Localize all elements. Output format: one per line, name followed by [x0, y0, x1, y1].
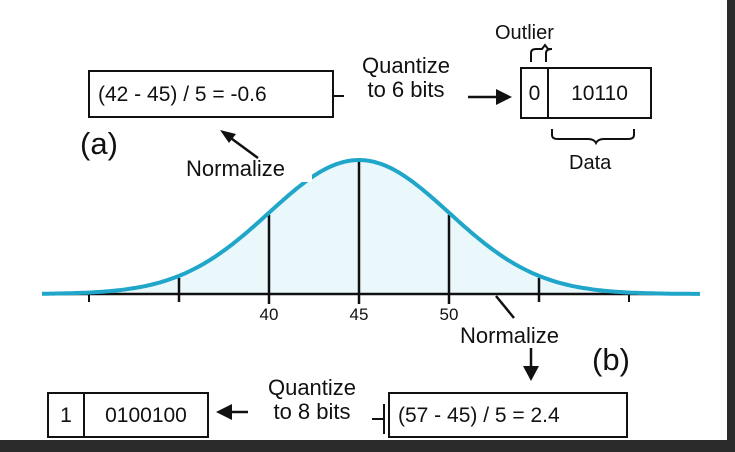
- quantize-b-label: Quantize to 8 bits: [250, 375, 374, 425]
- expression-a-box: (42 - 45) / 5 = -0.6: [88, 70, 334, 118]
- quantize-b-arrow: [216, 404, 248, 420]
- window-frame-right: [727, 0, 735, 452]
- normalize-b-arrow: [523, 348, 539, 381]
- normalize-a-label-backdrop: [182, 156, 312, 182]
- quantize-a-arrow: [468, 89, 512, 105]
- data-bits-b-cell: 0100100: [85, 394, 207, 436]
- x-tick-label: 40: [259, 305, 279, 324]
- example-a-label: (a): [80, 126, 118, 161]
- data-brace: [551, 129, 635, 146]
- quantized-b-box: 1 0100100: [47, 392, 209, 438]
- window-frame-bottom: [0, 440, 735, 452]
- expression-a-text: (42 - 45) / 5 = -0.6: [98, 82, 267, 106]
- quantize-a-line2: to 6 bits: [367, 77, 445, 103]
- data-bits-b: 0100100: [105, 403, 187, 427]
- x-tick-label: 45: [349, 305, 369, 324]
- distribution-area-fill: [42, 160, 700, 294]
- sigma-lines: [177, 162, 541, 304]
- example-b-label: (b): [592, 342, 630, 377]
- quantize-b-line1: Quantize: [267, 375, 357, 400]
- expression-b-text: (57 - 45) / 5 = 2.4: [398, 403, 560, 427]
- outlier-bit-a-cell: 0: [522, 69, 549, 117]
- quantize-a-line1: Quantize: [361, 53, 451, 78]
- outlier-bit-b: 1: [60, 403, 72, 427]
- bell-curve: [42, 158, 700, 296]
- outlier-brace: [530, 43, 553, 62]
- connector-b-line: [372, 404, 385, 434]
- normalize-a-arrow: [220, 130, 259, 160]
- data-bits-a: 10110: [571, 81, 628, 105]
- quantize-a-label: Quantize to 6 bits: [344, 53, 468, 103]
- normalize-a-label: Normalize: [186, 156, 286, 181]
- normalize-b-label: Normalize: [460, 323, 560, 348]
- data-bits-a-cell: 10110: [549, 69, 650, 117]
- normalize-b-line: [495, 295, 515, 319]
- expression-b-box: (57 - 45) / 5 = 2.4: [388, 392, 628, 438]
- quantized-a-box: 0 10110: [520, 67, 652, 119]
- quantize-b-line2: to 8 bits: [273, 399, 351, 425]
- x-tick-label: 50: [439, 305, 459, 324]
- outlier-bit-a: 0: [528, 81, 541, 105]
- outlier-label: Outlier: [495, 22, 554, 44]
- outlier-bit-b-cell: 1: [49, 394, 85, 436]
- data-label: Data: [569, 152, 612, 174]
